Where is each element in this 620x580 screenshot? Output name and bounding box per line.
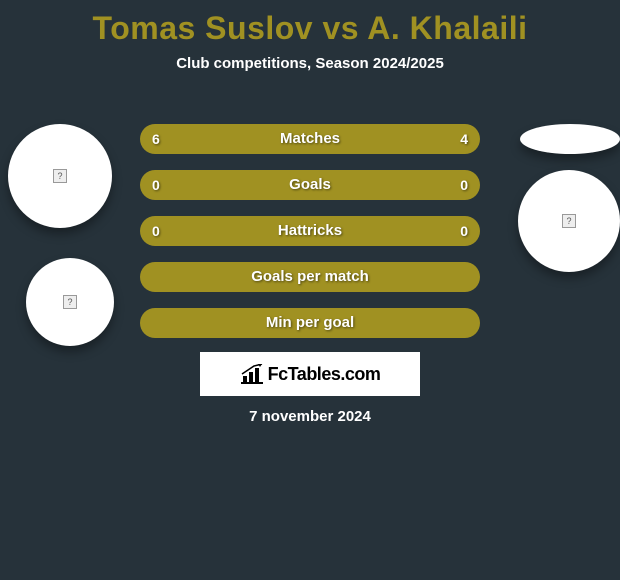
stat-label: Min per goal bbox=[140, 308, 480, 338]
logo-text: FcTables.com bbox=[240, 364, 381, 385]
stat-label: Goals bbox=[140, 170, 480, 200]
image-placeholder-icon: ? bbox=[63, 295, 77, 309]
stat-label: Matches bbox=[140, 124, 480, 154]
club1-badge bbox=[520, 124, 620, 154]
club2-badge: ? bbox=[26, 258, 114, 346]
image-placeholder-icon: ? bbox=[562, 214, 576, 228]
fctables-logo[interactable]: FcTables.com bbox=[200, 352, 420, 396]
stat-row-goals-per-match: Goals per match bbox=[140, 262, 480, 292]
snapshot-date: 7 november 2024 bbox=[0, 408, 620, 425]
stat-row-hattricks: 0 Hattricks 0 bbox=[140, 216, 480, 246]
stats-rows: 6 Matches 4 0 Goals 0 0 Hattricks 0 Goal… bbox=[140, 124, 480, 354]
stat-right-value: 0 bbox=[460, 216, 468, 246]
bar-chart-icon bbox=[240, 364, 264, 384]
stat-row-goals: 0 Goals 0 bbox=[140, 170, 480, 200]
stat-label: Hattricks bbox=[140, 216, 480, 246]
stat-row-matches: 6 Matches 4 bbox=[140, 124, 480, 154]
player2-avatar: ? bbox=[518, 170, 620, 272]
logo-label: FcTables.com bbox=[268, 364, 381, 385]
comparison-subtitle: Club competitions, Season 2024/2025 bbox=[0, 55, 620, 72]
stat-right-value: 0 bbox=[460, 170, 468, 200]
player1-avatar: ? bbox=[8, 124, 112, 228]
stat-label: Goals per match bbox=[140, 262, 480, 292]
image-placeholder-icon: ? bbox=[53, 169, 67, 183]
stat-row-min-per-goal: Min per goal bbox=[140, 308, 480, 338]
comparison-title: Tomas Suslov vs A. Khalaili bbox=[0, 0, 620, 47]
stat-right-value: 4 bbox=[460, 124, 468, 154]
